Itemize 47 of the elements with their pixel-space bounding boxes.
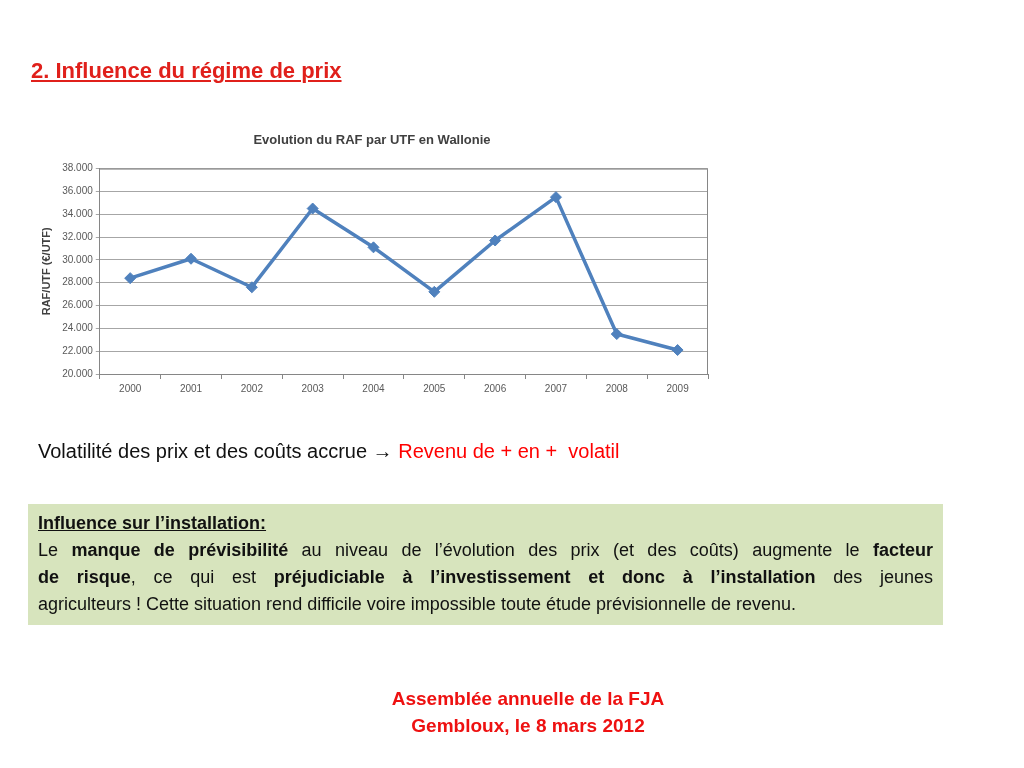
point xyxy=(671,344,684,357)
point xyxy=(306,202,319,215)
point xyxy=(610,328,623,341)
text: au niveau de l’évolution des prix (et des coûts) augmente le xyxy=(300,540,861,560)
x-tick-label: 2006 xyxy=(484,382,507,394)
point xyxy=(549,191,562,204)
y-tick-label: 34.000 xyxy=(62,207,94,219)
x-tick-label: 2003 xyxy=(301,382,325,394)
text: préjudiciable à l’investissement et donc à l’installation xyxy=(273,567,816,587)
text: manque de prévisibilité xyxy=(71,540,289,560)
text: Gembloux, le 8 mars 2012 xyxy=(410,714,646,738)
point xyxy=(367,241,380,254)
point xyxy=(185,252,198,265)
point xyxy=(489,234,502,247)
text: Revenu de + en + volatil xyxy=(398,440,620,462)
x-tick-label: 2008 xyxy=(605,382,629,394)
point xyxy=(245,281,258,294)
text: Volatilité des prix et des coûts accrue → xyxy=(38,440,393,462)
y-tick-label: 24.000 xyxy=(62,322,94,334)
text: des jeunes xyxy=(832,567,933,587)
point xyxy=(428,285,441,298)
x-tick-label: 2009 xyxy=(666,382,690,394)
y-tick-label: 36.000 xyxy=(62,185,94,197)
text: Le xyxy=(38,540,60,560)
x-tick-label: 2004 xyxy=(362,382,386,394)
chart-title: Evolution du RAF par UTF en Wallonie xyxy=(253,132,491,148)
y-tick-label: 32.000 xyxy=(62,230,94,242)
text: 2. Influence du régime de prix xyxy=(31,58,342,84)
x-tick-label: 2001 xyxy=(179,382,203,394)
y-tick-label: 20.000 xyxy=(62,367,94,379)
text: Assemblée annuelle de la FJA xyxy=(390,687,666,711)
y-axis-title: RAF/UTF (€/UTF) xyxy=(39,226,52,316)
point xyxy=(124,272,137,285)
y-tick-label: 22.000 xyxy=(62,344,94,356)
text: de risque xyxy=(38,567,131,587)
text: agriculteurs ! Cette situation rend difficile voire impossible toute étude prévisionnelle de revenu. xyxy=(38,594,797,614)
text: , ce qui est xyxy=(130,567,258,587)
y-tick-label: 38.000 xyxy=(62,162,94,174)
y-tick-label: 26.000 xyxy=(62,299,94,311)
x-tick-label: 2000 xyxy=(119,382,142,394)
x-tick-label: 2005 xyxy=(423,382,446,394)
y-tick-label: 28.000 xyxy=(62,276,94,288)
text: facteur xyxy=(872,540,933,560)
text: Influence sur l’installation: xyxy=(38,512,268,535)
y-tick-label: 30.000 xyxy=(62,253,94,265)
x-tick-label: 2007 xyxy=(544,382,568,394)
x-tick-label: 2002 xyxy=(240,382,264,394)
